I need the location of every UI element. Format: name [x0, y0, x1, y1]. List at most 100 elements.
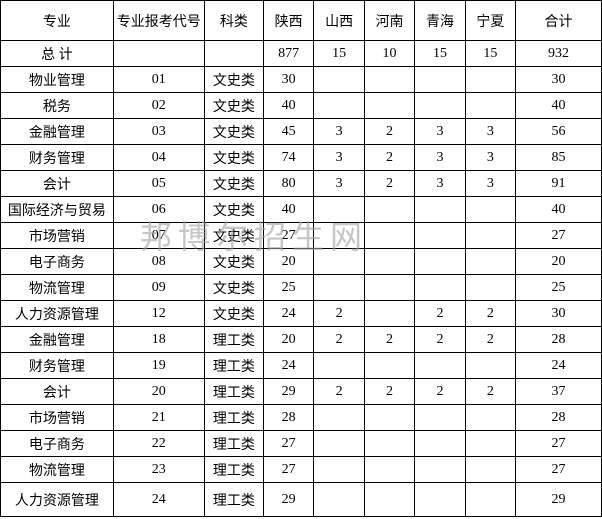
table-cell: 23 [113, 457, 204, 483]
table-cell: 22 [113, 431, 204, 457]
table-cell: 文史类 [204, 119, 263, 145]
table-cell: 932 [516, 41, 602, 67]
table-cell: 28 [516, 405, 602, 431]
table-cell [314, 483, 364, 517]
table-cell: 15 [465, 41, 515, 67]
table-cell: 24 [516, 353, 602, 379]
table-cell: 会计 [1, 379, 114, 405]
table-cell: 45 [263, 119, 313, 145]
col-major: 专业 [1, 1, 114, 41]
table-cell [465, 223, 515, 249]
table-cell: 理工类 [204, 431, 263, 457]
table-cell: 文史类 [204, 223, 263, 249]
table-cell: 27 [516, 431, 602, 457]
table-cell [465, 249, 515, 275]
table-cell: 2 [314, 301, 364, 327]
table-cell [415, 431, 465, 457]
table-cell: 80 [263, 171, 313, 197]
table-cell: 金融管理 [1, 119, 114, 145]
table-cell: 会计 [1, 171, 114, 197]
table-cell: 85 [516, 145, 602, 171]
table-row: 会计05文史类80323391 [1, 171, 602, 197]
table-row: 物业管理01文史类3030 [1, 67, 602, 93]
table-cell [465, 275, 515, 301]
table-row: 财务管理04文史类74323385 [1, 145, 602, 171]
table-row: 税务02文史类4040 [1, 93, 602, 119]
table-cell: 理工类 [204, 327, 263, 353]
table-cell: 40 [516, 197, 602, 223]
table-cell: 28 [516, 327, 602, 353]
table-cell: 物流管理 [1, 275, 114, 301]
table-cell: 2 [314, 327, 364, 353]
table-cell: 文史类 [204, 145, 263, 171]
table-cell: 3 [415, 119, 465, 145]
table-cell: 文史类 [204, 171, 263, 197]
table-cell: 文史类 [204, 301, 263, 327]
table-cell [314, 93, 364, 119]
table-cell [465, 431, 515, 457]
table-cell: 3 [465, 145, 515, 171]
table-cell [364, 353, 414, 379]
table-cell [465, 457, 515, 483]
table-row: 总 计87715101515932 [1, 41, 602, 67]
table-cell: 2 [465, 379, 515, 405]
table-cell [415, 223, 465, 249]
table-cell: 02 [113, 93, 204, 119]
table-cell: 2 [415, 327, 465, 353]
table-cell: 04 [113, 145, 204, 171]
table-cell: 09 [113, 275, 204, 301]
col-qinghai: 青海 [415, 1, 465, 41]
table-cell: 01 [113, 67, 204, 93]
table-cell [465, 483, 515, 517]
table-cell: 财务管理 [1, 145, 114, 171]
table-cell: 06 [113, 197, 204, 223]
table-cell [415, 197, 465, 223]
table-cell [415, 483, 465, 517]
table-cell: 30 [263, 67, 313, 93]
table-cell [314, 275, 364, 301]
table-cell [415, 457, 465, 483]
table-cell: 20 [263, 249, 313, 275]
table-cell: 2 [364, 379, 414, 405]
table-cell: 20 [516, 249, 602, 275]
table-cell [465, 93, 515, 119]
table-cell [364, 223, 414, 249]
table-cell: 物业管理 [1, 67, 114, 93]
table-cell: 27 [263, 457, 313, 483]
table-cell: 电子商务 [1, 431, 114, 457]
table-cell [364, 431, 414, 457]
table-cell: 20 [113, 379, 204, 405]
table-cell [364, 249, 414, 275]
table-cell [314, 249, 364, 275]
table-cell: 理工类 [204, 483, 263, 517]
table-cell: 文史类 [204, 275, 263, 301]
table-cell: 人力资源管理 [1, 483, 114, 517]
table-cell: 40 [263, 197, 313, 223]
table-cell [465, 405, 515, 431]
table-cell: 08 [113, 249, 204, 275]
enrollment-table: 专业 专业报考代号 科类 陕西 山西 河南 青海 宁夏 合计 总 计877151… [0, 0, 602, 517]
table-row: 电子商务08文史类2020 [1, 249, 602, 275]
table-row: 市场营销21理工类2828 [1, 405, 602, 431]
table-cell: 税务 [1, 93, 114, 119]
table-cell: 市场营销 [1, 405, 114, 431]
table-cell [415, 405, 465, 431]
table-cell [415, 275, 465, 301]
table-cell: 10 [364, 41, 414, 67]
table-cell [415, 93, 465, 119]
table-row: 金融管理03文史类45323356 [1, 119, 602, 145]
table-cell: 21 [113, 405, 204, 431]
table-cell [415, 67, 465, 93]
table-cell [364, 301, 414, 327]
col-code: 专业报考代号 [113, 1, 204, 41]
table-row: 人力资源管理12文史类2422230 [1, 301, 602, 327]
table-cell: 25 [263, 275, 313, 301]
table-cell: 03 [113, 119, 204, 145]
table-cell: 财务管理 [1, 353, 114, 379]
table-cell: 文史类 [204, 249, 263, 275]
table-row: 财务管理19理工类2424 [1, 353, 602, 379]
table-cell: 40 [516, 93, 602, 119]
table-row: 市场营销07文史类2727 [1, 223, 602, 249]
table-cell [415, 249, 465, 275]
table-cell: 24 [263, 353, 313, 379]
